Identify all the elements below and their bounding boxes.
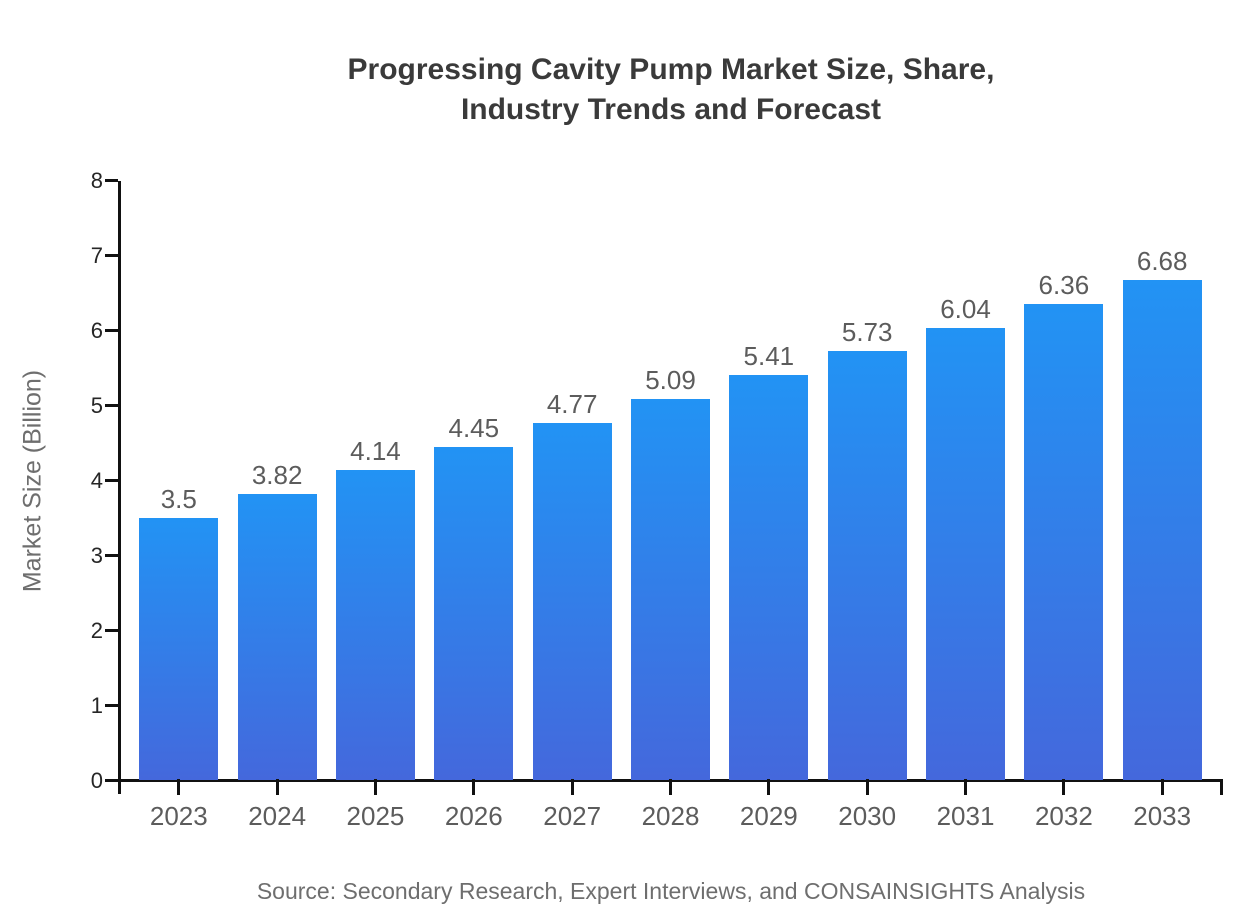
bar-value-label: 5.73: [841, 317, 893, 348]
x-tick-label: 2028: [641, 801, 700, 831]
y-tick-label: 8: [90, 167, 103, 193]
x-tick-mark: [472, 779, 476, 795]
bar-value-label: 3.82: [251, 460, 303, 491]
y-tick-mark: [105, 629, 118, 633]
y-tick-label: 5: [90, 392, 103, 418]
bar-value-label: 3.5: [160, 484, 197, 515]
bar-value-label: 5.09: [645, 365, 696, 396]
x-tick-label: 2030: [838, 801, 897, 831]
chart-title-line1: Progressing Cavity Pump Market Size, Sha…: [347, 53, 995, 86]
bar-value-label: 4.77: [546, 389, 598, 420]
x-tick-label: 2033: [1133, 801, 1192, 831]
x-tick-mark: [964, 779, 968, 795]
y-tick-mark: [105, 179, 118, 183]
bar: [1122, 279, 1202, 781]
bar: [532, 423, 612, 781]
bar: [237, 494, 317, 781]
y-tick-mark: [105, 254, 118, 258]
x-tick-label: 2029: [739, 801, 798, 831]
source-note: Source: Secondary Research, Expert Inter…: [256, 878, 1086, 904]
x-tick-mark: [275, 779, 279, 795]
y-tick-mark: [105, 704, 118, 708]
x-tick-label: 2032: [1034, 801, 1093, 831]
x-tick-mark: [865, 779, 869, 795]
bar-value-label: 5.41: [743, 341, 795, 372]
y-tick-label: 1: [90, 692, 103, 718]
y-tick-label: 0: [90, 767, 103, 793]
chart-title-line2: Industry Trends and Forecast: [460, 93, 882, 126]
bar: [434, 447, 514, 781]
x-tick-label: 2027: [543, 801, 602, 831]
y-tick-mark: [105, 779, 118, 782]
x-tick-label: 2025: [346, 801, 405, 831]
y-tick-label: 6: [90, 317, 103, 343]
bar: [335, 470, 415, 781]
x-tick-label: 2024: [248, 801, 307, 831]
y-tick-label: 4: [90, 467, 103, 493]
bar: [827, 351, 907, 781]
x-tick-mark: [570, 779, 574, 795]
bar-value-label: 4.14: [350, 436, 401, 467]
y-axis-line: [118, 181, 121, 794]
bar: [729, 375, 809, 781]
x-tick-mark: [177, 779, 181, 795]
x-tick-label: 2026: [444, 801, 503, 831]
x-tick-mark: [1220, 779, 1223, 795]
y-tick-mark: [105, 554, 118, 558]
bar-value-label: 6.68: [1136, 245, 1188, 276]
bar: [926, 327, 1006, 781]
x-tick-mark: [1160, 779, 1164, 795]
chart-title: Progressing Cavity Pump Market Size, Sha…: [120, 50, 1222, 130]
x-tick-mark: [1062, 779, 1066, 795]
y-tick-label: 3: [90, 542, 103, 568]
y-tick-mark: [105, 404, 118, 408]
bar: [139, 518, 219, 781]
y-tick-mark: [105, 329, 118, 333]
y-tick-label: 2: [90, 617, 103, 643]
x-tick-mark: [767, 779, 771, 795]
y-tick-label: 7: [90, 242, 103, 268]
bar-value-label: 6.04: [940, 293, 991, 324]
x-tick-label: 2023: [149, 801, 208, 831]
bar-value-label: 6.36: [1038, 269, 1090, 300]
y-tick-mark: [105, 479, 118, 483]
bar: [631, 399, 710, 781]
x-tick-mark: [373, 779, 377, 795]
x-tick-label: 2031: [936, 801, 995, 831]
x-tick-mark: [669, 779, 672, 795]
bar: [1024, 303, 1104, 781]
bar-value-label: 4.45: [448, 413, 500, 444]
